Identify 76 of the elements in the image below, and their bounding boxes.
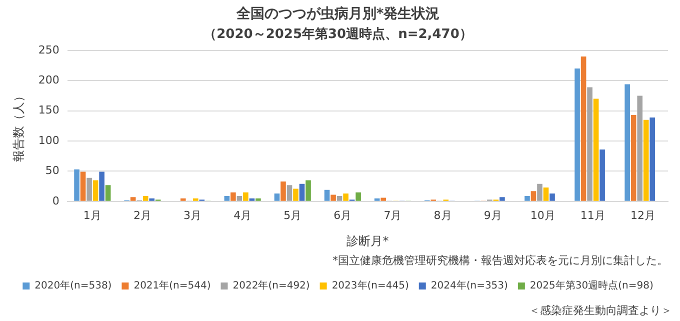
bar (256, 198, 261, 201)
bar (343, 194, 348, 201)
x-tick-label: 3月 (184, 208, 202, 222)
legend-label: 2024年(n=353) (430, 280, 508, 292)
bar (105, 185, 111, 201)
chart-subtitle: （2020～2025年第30週時点、n=2,470） (204, 26, 472, 42)
legend-label: 2020年(n=538) (34, 280, 112, 292)
y-axis-title: 報告数（人） (11, 90, 26, 162)
x-tick-label: 6月 (334, 208, 352, 222)
bar (299, 184, 305, 201)
bar (130, 197, 136, 201)
bar (524, 196, 530, 201)
bar (293, 188, 298, 201)
legend-label: 2023年(n=445) (332, 280, 409, 292)
bar (149, 198, 155, 201)
bar (380, 198, 386, 201)
bar (630, 115, 636, 201)
bar (624, 84, 630, 201)
bar (650, 117, 656, 201)
x-axis-title: 診断月* (346, 234, 389, 248)
text: *国立健康危機管理研究機構・報告週対応表を元に月別に集計した。 (332, 254, 668, 267)
bar (574, 68, 580, 201)
bar (306, 180, 311, 201)
x-tick-label: 11月 (580, 208, 606, 222)
bar (192, 198, 198, 201)
x-tick-label: 7月 (384, 208, 402, 222)
bar (224, 196, 230, 201)
bar (530, 191, 536, 201)
y-tick-label: 50 (45, 164, 60, 178)
bar (356, 192, 361, 201)
x-tick-label: 1月 (83, 208, 102, 222)
bar (500, 197, 505, 201)
x-tick-label: 10月 (530, 208, 556, 222)
y-tick-label: 150 (38, 104, 60, 117)
x-tick-label: 5月 (284, 208, 302, 222)
bar (142, 196, 148, 201)
x-tick-label: 9月 (484, 208, 502, 222)
bar (324, 190, 330, 201)
y-tick-label: 250 (38, 43, 60, 56)
bar (550, 194, 555, 201)
bar (230, 192, 236, 201)
x-tick-label: 4月 (234, 208, 252, 222)
y-tick-label: 100 (38, 134, 60, 147)
y-tick-label: 200 (38, 73, 60, 86)
bar (236, 196, 242, 201)
bar (74, 169, 80, 201)
bar (286, 185, 292, 201)
bar (587, 87, 592, 201)
x-tick-label: 8月 (434, 208, 452, 222)
bar (180, 198, 186, 201)
bar (637, 96, 643, 201)
x-tick-label: 12月 (630, 208, 656, 222)
bar (643, 120, 649, 201)
x-tick-label: 2月 (133, 208, 152, 222)
bar (249, 198, 255, 201)
y-tick-label: 0 (52, 194, 60, 208)
bar (537, 184, 542, 201)
bar (600, 149, 605, 201)
bar (86, 178, 92, 201)
bar (280, 181, 286, 201)
bar (593, 98, 599, 201)
legend-label: 2021年(n=544) (134, 280, 211, 292)
bar (92, 180, 98, 201)
legend-label: 2022年(n=492) (232, 280, 310, 292)
bar (80, 172, 86, 201)
bar (243, 192, 248, 201)
bar (580, 56, 586, 201)
bar (336, 196, 342, 201)
bar (374, 198, 380, 201)
legend-label: 2025年第30週時点(n=98) (530, 280, 654, 292)
text: ＜感染症発生動向調査より＞ (529, 304, 672, 317)
bar (330, 194, 336, 201)
bar (543, 188, 549, 201)
bar (99, 172, 104, 201)
chart-title: 全国のつつが虫病月別*発生状況 (235, 5, 440, 22)
bar (274, 194, 280, 201)
